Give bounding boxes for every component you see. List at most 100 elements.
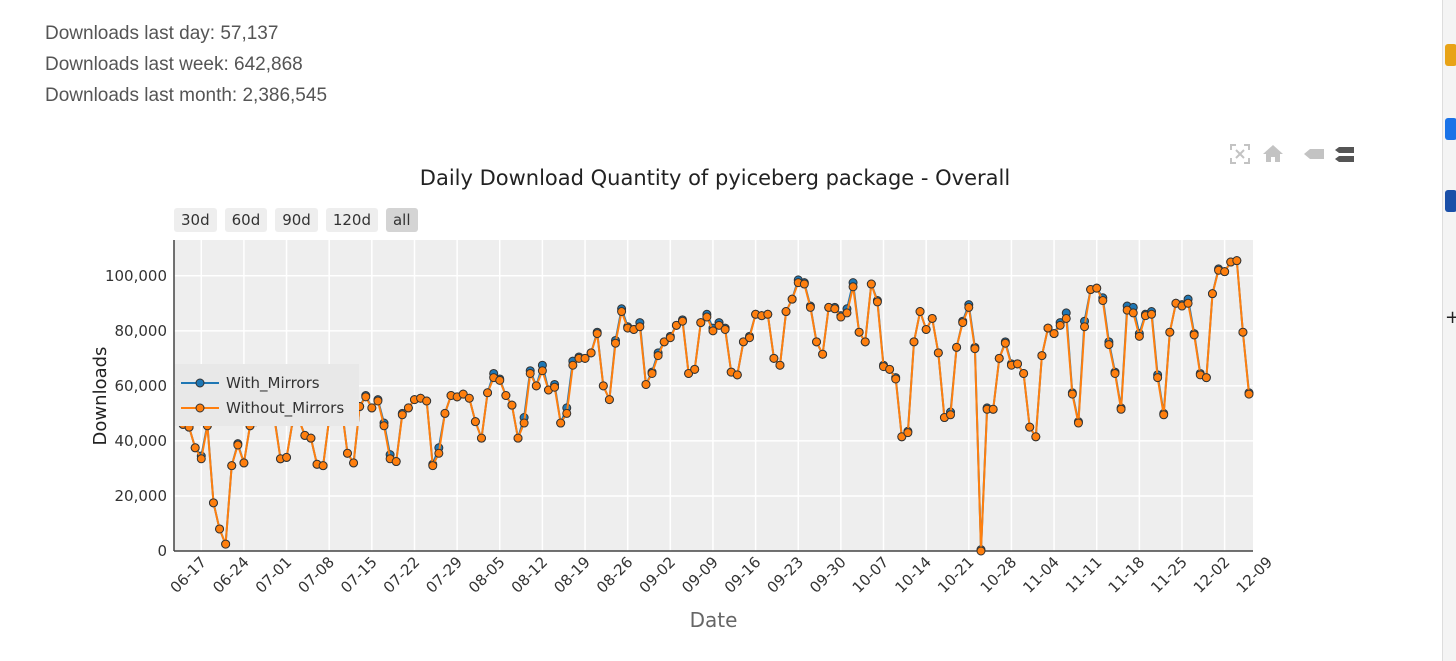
x-tick-label: 09-30 bbox=[806, 553, 850, 597]
range-button-90d[interactable]: 90d bbox=[275, 208, 318, 232]
data-point-without_mirrors bbox=[373, 396, 383, 406]
download-stats: Downloads last day: 57,137 Downloads las… bbox=[45, 18, 327, 111]
data-point-without_mirrors bbox=[677, 316, 687, 326]
data-point-without_mirrors bbox=[848, 282, 858, 292]
data-point-without_mirrors bbox=[342, 448, 352, 458]
data-point-without_mirrors bbox=[592, 329, 602, 339]
data-point-without_mirrors bbox=[361, 392, 371, 402]
data-point-without_mirrors bbox=[836, 312, 846, 322]
range-button-120d[interactable]: 120d bbox=[325, 208, 378, 232]
data-point-without_mirrors bbox=[915, 307, 925, 317]
data-point-without_mirrors bbox=[1128, 308, 1138, 318]
data-point-without_mirrors bbox=[671, 320, 681, 330]
data-point-without_mirrors bbox=[787, 294, 797, 304]
data-point-without_mirrors bbox=[1092, 283, 1102, 293]
data-point-without_mirrors bbox=[903, 428, 913, 438]
x-tick-label: 06-24 bbox=[209, 553, 253, 597]
y-tick-label: 20,000 bbox=[115, 487, 168, 505]
data-point-without_mirrors bbox=[1098, 296, 1108, 306]
data-point-without_mirrors bbox=[239, 458, 249, 468]
data-point-without_mirrors bbox=[745, 333, 755, 343]
downloads-last-month: Downloads last month: 2,386,545 bbox=[45, 85, 328, 106]
data-point-without_mirrors bbox=[1037, 351, 1047, 361]
data-point-without_mirrors bbox=[190, 443, 200, 453]
data-point-without_mirrors bbox=[1153, 373, 1163, 383]
downloads-last-day: Downloads last day: 57,137 bbox=[45, 23, 279, 44]
data-point-without_mirrors bbox=[440, 408, 450, 418]
data-point-without_mirrors bbox=[781, 307, 791, 317]
chat-icon[interactable] bbox=[1445, 44, 1456, 66]
data-point-without_mirrors bbox=[1019, 368, 1029, 378]
legend-marker bbox=[195, 403, 205, 413]
x-tick-label: 07-29 bbox=[422, 553, 466, 597]
data-point-without_mirrors bbox=[507, 400, 517, 410]
x-tick-label: 08-26 bbox=[593, 553, 637, 597]
data-point-without_mirrors bbox=[470, 417, 480, 427]
data-point-without_mirrors bbox=[422, 396, 432, 406]
x-tick-label: 07-01 bbox=[252, 553, 296, 597]
data-point-without_mirrors bbox=[818, 349, 828, 359]
data-point-without_mirrors bbox=[1147, 309, 1157, 319]
range-button-30d[interactable]: 30d bbox=[174, 208, 217, 232]
x-tick-label: 10-28 bbox=[977, 553, 1021, 597]
data-point-without_mirrors bbox=[215, 524, 225, 534]
data-point-without_mirrors bbox=[1049, 329, 1059, 339]
plus-icon[interactable]: + bbox=[1445, 307, 1456, 328]
data-point-without_mirrors bbox=[568, 360, 578, 370]
data-point-without_mirrors bbox=[403, 403, 413, 413]
data-point-without_mirrors bbox=[799, 279, 809, 289]
data-point-without_mirrors bbox=[391, 457, 401, 467]
data-point-without_mirrors bbox=[1116, 404, 1126, 414]
x-tick-label: 08-19 bbox=[550, 553, 594, 597]
x-tick-label: 09-02 bbox=[636, 553, 680, 597]
data-point-without_mirrors bbox=[927, 313, 937, 323]
data-point-without_mirrors bbox=[1238, 327, 1248, 337]
x-axis-title: Date bbox=[690, 608, 738, 632]
data-point-without_mirrors bbox=[964, 302, 974, 312]
x-tick-label: 11-11 bbox=[1062, 553, 1106, 597]
data-point-without_mirrors bbox=[227, 461, 237, 471]
people-icon[interactable] bbox=[1445, 190, 1456, 212]
data-point-without_mirrors bbox=[221, 539, 231, 549]
home-icon[interactable] bbox=[1261, 142, 1285, 166]
hover-closest-icon[interactable] bbox=[1302, 142, 1326, 166]
range-button-60d[interactable]: 60d bbox=[224, 208, 268, 232]
data-point-without_mirrors bbox=[860, 337, 870, 347]
data-point-without_mirrors bbox=[1207, 289, 1217, 299]
data-point-without_mirrors bbox=[708, 326, 718, 336]
data-point-without_mirrors bbox=[872, 297, 882, 307]
data-point-without_mirrors bbox=[458, 389, 468, 399]
check-icon[interactable] bbox=[1445, 118, 1456, 140]
hover-compare-icon[interactable] bbox=[1332, 142, 1356, 166]
x-tick-label: 08-12 bbox=[508, 553, 552, 597]
data-point-without_mirrors bbox=[562, 408, 572, 418]
data-point-without_mirrors bbox=[635, 322, 645, 332]
data-point-without_mirrors bbox=[653, 351, 663, 361]
data-point-without_mirrors bbox=[805, 302, 815, 312]
data-point-without_mirrors bbox=[988, 404, 998, 414]
data-point-without_mirrors bbox=[1220, 267, 1230, 277]
legend-box bbox=[175, 364, 359, 426]
data-point-without_mirrors bbox=[696, 318, 706, 328]
data-point-without_mirrors bbox=[1201, 373, 1211, 383]
data-point-without_mirrors bbox=[476, 433, 486, 443]
data-point-without_mirrors bbox=[318, 461, 328, 471]
data-point-without_mirrors bbox=[970, 344, 980, 354]
data-point-without_mirrors bbox=[379, 421, 389, 431]
data-point-without_mirrors bbox=[647, 368, 657, 378]
range-button-all[interactable]: all bbox=[385, 208, 418, 232]
data-point-without_mirrors bbox=[1159, 410, 1169, 420]
data-point-without_mirrors bbox=[891, 374, 901, 384]
data-point-without_mirrors bbox=[665, 333, 675, 343]
x-tick-label: 06-17 bbox=[167, 553, 211, 597]
data-point-without_mirrors bbox=[994, 353, 1004, 363]
autoscale-icon[interactable] bbox=[1228, 142, 1252, 166]
data-point-without_mirrors bbox=[738, 337, 748, 347]
legend-label: With_Mirrors bbox=[226, 374, 320, 393]
data-point-without_mirrors bbox=[1073, 418, 1083, 428]
y-tick-label: 60,000 bbox=[115, 377, 168, 395]
data-point-without_mirrors bbox=[1232, 256, 1242, 266]
data-point-without_mirrors bbox=[641, 379, 651, 389]
browser-side-strip: + bbox=[1442, 0, 1456, 661]
